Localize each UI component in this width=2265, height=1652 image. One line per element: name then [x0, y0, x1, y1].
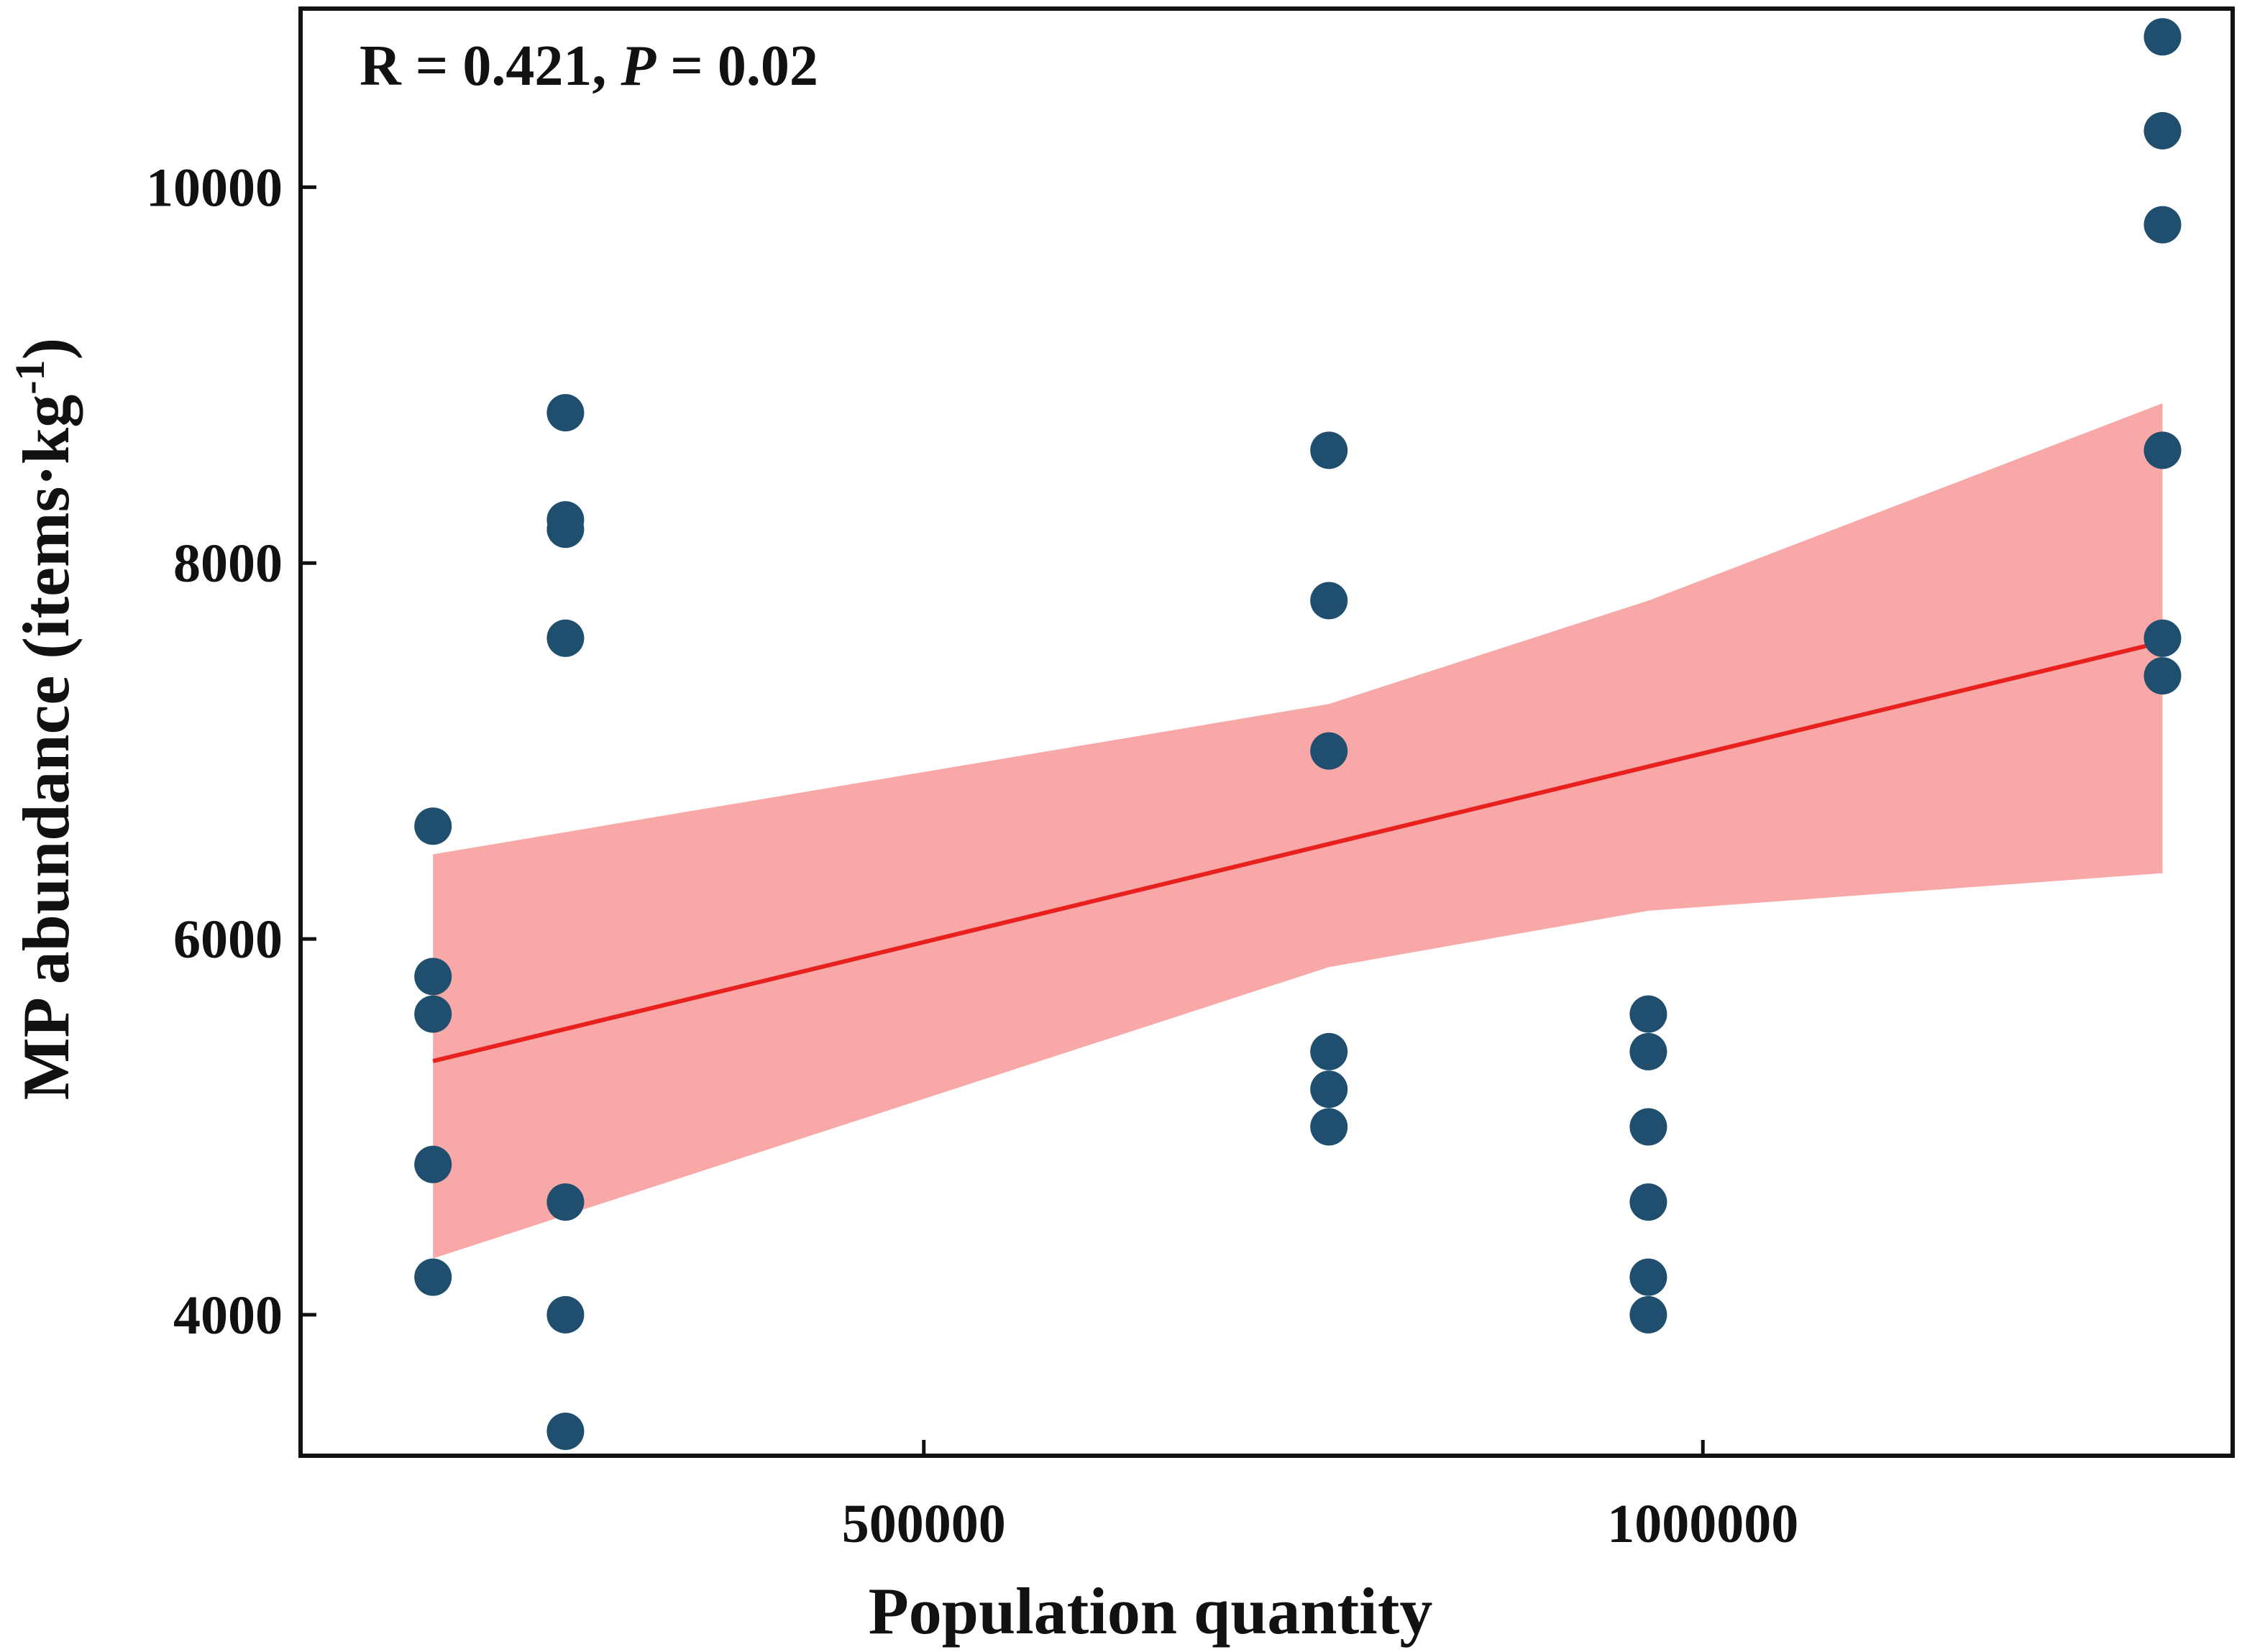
data-points: [414, 18, 2182, 1450]
data-point: [1310, 1108, 1348, 1146]
data-point: [1629, 1108, 1667, 1146]
y-tick-label: 10000: [146, 157, 283, 218]
data-point: [2143, 206, 2182, 244]
y-tick-label: 8000: [173, 533, 283, 594]
data-point: [546, 1295, 585, 1334]
data-point: [2143, 619, 2182, 657]
y-axis-title: MP abundance (items·kg-1): [6, 338, 83, 1100]
data-point: [546, 1413, 585, 1450]
data-point: [1629, 1258, 1667, 1296]
data-point: [1310, 582, 1348, 620]
data-point: [2143, 111, 2182, 150]
y-tick-label: 6000: [173, 909, 283, 970]
plot-frame: [298, 6, 2235, 1458]
data-point: [546, 1183, 585, 1221]
data-point: [546, 394, 585, 432]
correlation-annotation: R = 0.421, P = 0.02: [360, 35, 818, 98]
x-axis-ticks: 500000 1000000: [842, 1440, 1798, 1554]
confidence-band: [433, 403, 2163, 1259]
data-point: [414, 807, 452, 845]
data-point: [1629, 1183, 1667, 1221]
y-tick-label: 4000: [173, 1285, 283, 1346]
y-axis-ticks: 4000 6000 8000 10000: [146, 157, 316, 1346]
data-point: [1310, 431, 1348, 469]
data-point: [414, 1258, 452, 1296]
data-point: [1310, 1032, 1348, 1070]
regression-line: [432, 640, 2164, 1063]
data-point: [546, 619, 585, 657]
x-axis-title: Population quantity: [869, 1574, 1433, 1648]
data-point: [1629, 1032, 1667, 1070]
data-point: [1629, 995, 1667, 1033]
x-tick-label: 1000000: [1607, 1494, 1798, 1554]
data-point: [546, 510, 585, 549]
data-point: [2143, 431, 2182, 469]
data-point: [414, 958, 452, 996]
data-point: [1310, 732, 1348, 770]
data-point: [414, 995, 452, 1033]
data-point: [2143, 18, 2182, 56]
data-point: [2143, 657, 2182, 695]
data-point: [414, 1145, 452, 1183]
x-tick-label: 500000: [842, 1494, 1006, 1554]
data-point: [1310, 1070, 1348, 1109]
data-point: [1629, 1295, 1667, 1334]
